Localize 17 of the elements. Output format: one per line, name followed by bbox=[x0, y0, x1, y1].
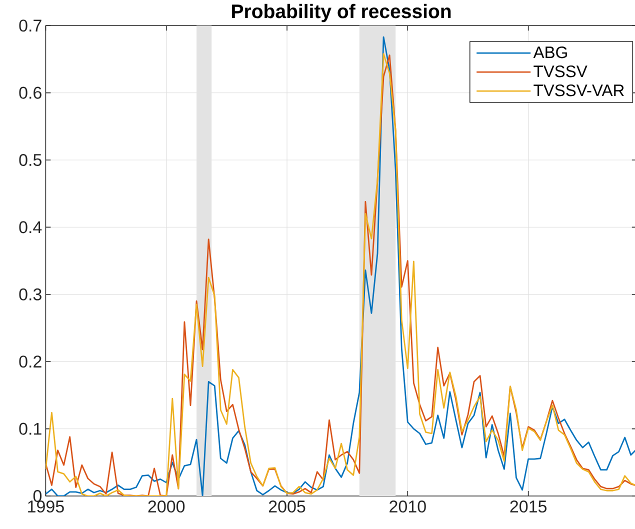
y-tick-label: 0.6 bbox=[19, 86, 42, 99]
y-tick-label: 0 bbox=[33, 490, 42, 502]
legend-label: ABG bbox=[533, 46, 567, 58]
legend-label: TVSSV bbox=[534, 66, 588, 78]
x-tick-label: 2000 bbox=[148, 500, 185, 513]
x-tick-label: 2015 bbox=[510, 500, 546, 513]
legend-label: TVSSV-VAR bbox=[534, 84, 624, 96]
y-tick-label: 0.3 bbox=[19, 288, 42, 300]
y-tick-label: 0.2 bbox=[19, 356, 42, 368]
y-tick-label: 0.4 bbox=[19, 221, 42, 234]
y-tick-label: 0.5 bbox=[19, 154, 42, 166]
x-tick-label: 2005 bbox=[268, 500, 306, 513]
x-tick-label: 2010 bbox=[390, 500, 426, 513]
y-tick-label: 0.1 bbox=[19, 422, 42, 435]
chart-title: Probability of recession bbox=[232, 4, 451, 22]
x-tick-label: 1995 bbox=[28, 500, 64, 513]
y-tick-label: 0.7 bbox=[19, 20, 42, 32]
